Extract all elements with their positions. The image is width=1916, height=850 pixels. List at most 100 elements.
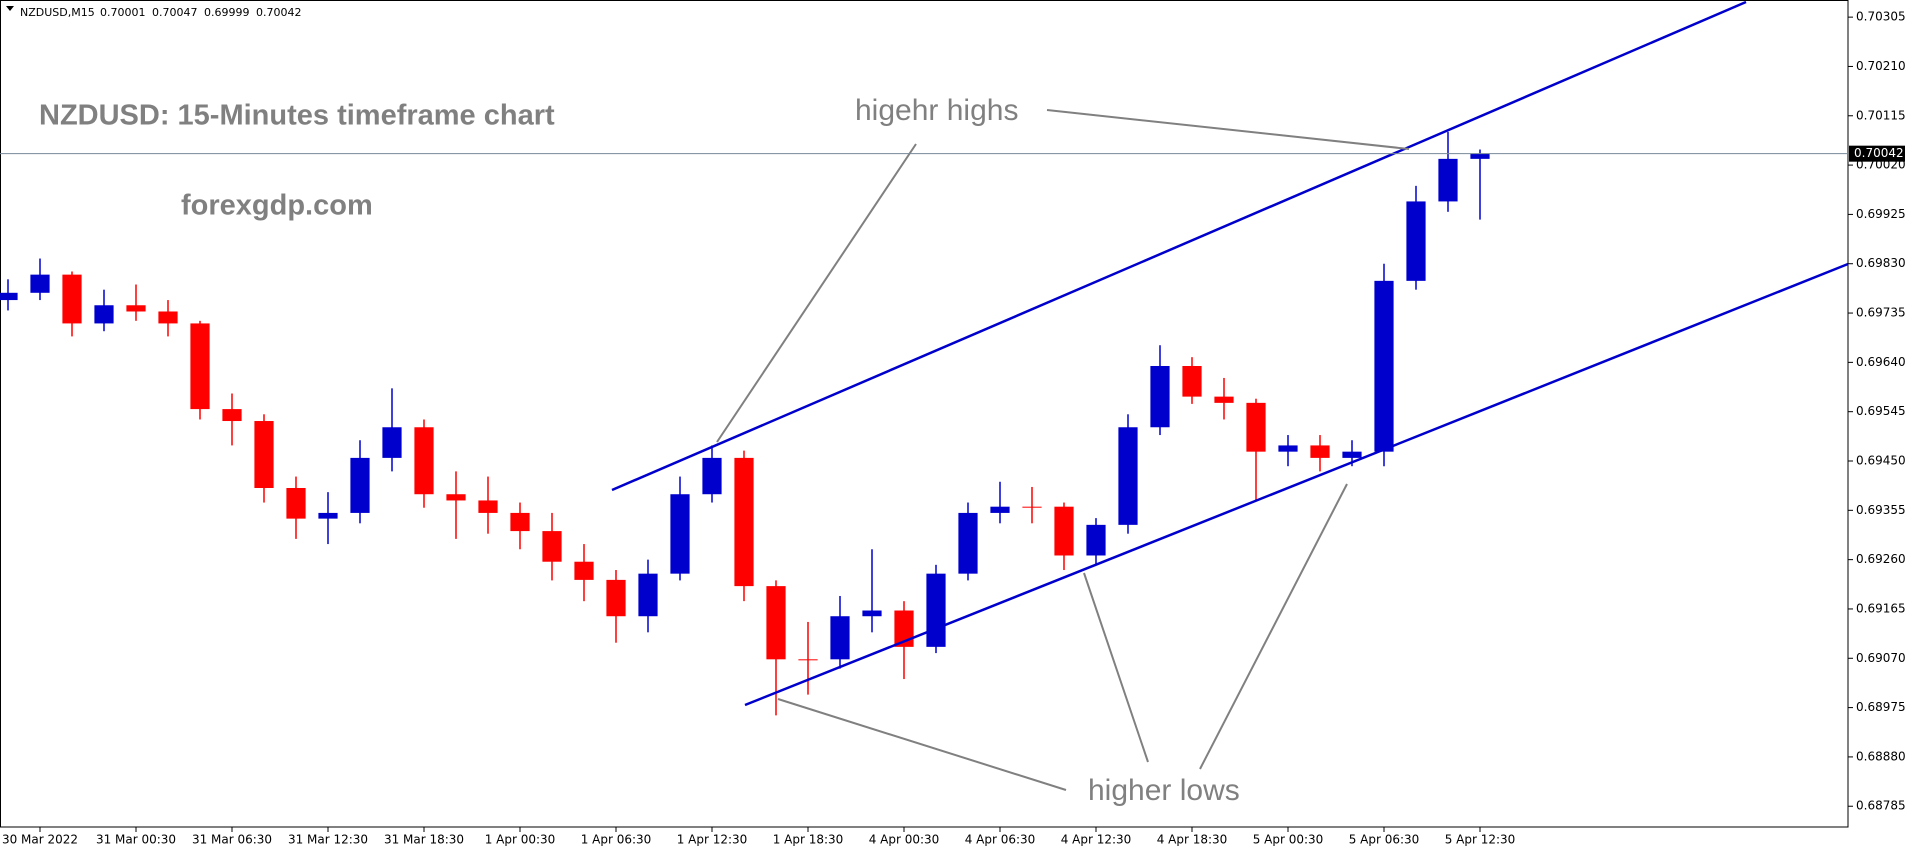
header-value: 0.69999: [204, 6, 250, 19]
candle-body: [862, 610, 882, 617]
candle-body: [1246, 402, 1266, 452]
header-value: 0.70042: [256, 6, 302, 19]
candle-body: [30, 274, 50, 293]
plot-frame: [0, 0, 1849, 828]
candles: [0, 131, 1490, 716]
y-tick-label: 0.69925: [1856, 207, 1906, 221]
pointer-line: [716, 143, 917, 443]
candle-body: [1438, 158, 1458, 202]
candle-body: [1406, 201, 1426, 281]
annotation: higher lows: [1088, 774, 1240, 807]
candle-body: [1470, 153, 1490, 159]
candle-body: [446, 494, 466, 501]
pointer-line: [1083, 572, 1149, 763]
header-value: 0.70001: [100, 6, 146, 19]
candle-body: [926, 573, 946, 647]
candle-body: [382, 427, 402, 458]
candle-body: [158, 311, 178, 324]
upper-trend-line: [611, 0, 1747, 492]
candle-body: [1182, 365, 1202, 397]
x-tick-label: 4 Apr 12:30: [1061, 833, 1132, 847]
candle-body: [766, 586, 786, 660]
candle-body: [1054, 506, 1074, 556]
candle-body: [574, 561, 594, 580]
x-tick-label: 31 Mar 18:30: [384, 833, 464, 847]
candle-body: [702, 457, 722, 495]
x-tick-label: 1 Apr 06:30: [581, 833, 652, 847]
x-tick-label: 1 Apr 12:30: [677, 833, 748, 847]
candle-body: [1214, 396, 1234, 403]
candle-body: [190, 323, 210, 410]
y-tick-label: 0.70115: [1856, 108, 1906, 122]
candle-body: [94, 305, 114, 324]
candle-body: [1086, 524, 1106, 556]
annotation-lines: [716, 109, 1410, 791]
header-values: 0.70001 0.70047 0.69999 0.70042: [100, 6, 302, 19]
candle-body: [286, 487, 306, 519]
candle-body: [1342, 451, 1362, 458]
candle-body: [990, 506, 1010, 513]
current-price-box: [1849, 145, 1905, 162]
x-tick-label: 5 Apr 12:30: [1445, 833, 1516, 847]
pointer-line: [1046, 109, 1410, 150]
candle-body: [222, 409, 242, 422]
menu-arrow[interactable]: [6, 6, 14, 11]
candle-body: [0, 292, 18, 301]
x-tick-label: 4 Apr 00:30: [869, 833, 940, 847]
lower-trend-line: [744, 262, 1849, 707]
x-tick-label: 5 Apr 00:30: [1253, 833, 1324, 847]
y-tick-label: 0.68975: [1856, 700, 1906, 714]
candle-body: [830, 616, 850, 660]
candle-body: [126, 305, 146, 312]
y-tick-label: 0.69260: [1856, 552, 1906, 566]
y-tick-label: 0.68785: [1856, 799, 1906, 813]
y-tick-label: 0.69640: [1856, 355, 1906, 369]
chart-title: NZDUSD: 15-Minutes timeframe chart: [39, 100, 555, 132]
x-tick-label: 31 Mar 00:30: [96, 833, 176, 847]
pointer-line: [1199, 483, 1348, 770]
x-tick-label: 4 Apr 18:30: [1157, 833, 1228, 847]
x-tick-label: 1 Apr 18:30: [773, 833, 844, 847]
y-tick-label: 0.68880: [1856, 749, 1906, 763]
y-tick-label: 0.69355: [1856, 503, 1906, 517]
candle-body: [1310, 445, 1330, 458]
candle-body: [478, 500, 498, 513]
candle-body: [1022, 506, 1042, 508]
candle-body: [670, 494, 690, 574]
x-tick-label: 31 Mar 06:30: [192, 833, 272, 847]
candle-body: [606, 579, 626, 617]
y-tick-label: 0.69830: [1856, 256, 1906, 270]
x-tick-label: 1 Apr 00:30: [485, 833, 556, 847]
y-tick-label: 0.70210: [1856, 59, 1906, 73]
watermark: forexgdp.com: [181, 190, 373, 222]
x-tick-label: 31 Mar 12:30: [288, 833, 368, 847]
candle-body: [1118, 427, 1138, 525]
y-tick-label: 0.69165: [1856, 601, 1906, 615]
candle-body: [318, 512, 338, 519]
pointer-line: [777, 698, 1067, 791]
y-tick-label: 0.70305: [1856, 10, 1906, 24]
candle-body: [1374, 280, 1394, 452]
candle-body: [62, 274, 82, 324]
candle-body: [414, 427, 434, 495]
candle-body: [894, 610, 914, 647]
x-tick-label: 4 Apr 06:30: [965, 833, 1036, 847]
candle-body: [638, 573, 658, 617]
x-tick-label: 30 Mar 2022: [2, 833, 78, 847]
candle-body: [350, 457, 370, 513]
candle-body: [1278, 445, 1298, 452]
header-value: 0.70047: [152, 6, 198, 19]
candle-body: [1150, 365, 1170, 428]
candle-body: [510, 512, 530, 532]
y-tick-label: 0.69450: [1856, 454, 1906, 468]
candle-body: [734, 457, 754, 587]
symbol-label: NZDUSD,M15: [20, 6, 95, 19]
x-tick-label: 5 Apr 06:30: [1349, 833, 1420, 847]
y-tick-label: 0.69070: [1856, 651, 1906, 665]
candle-body: [958, 512, 978, 574]
candle-body: [542, 531, 562, 562]
candle-body: [798, 659, 818, 661]
candle-body: [254, 421, 274, 488]
